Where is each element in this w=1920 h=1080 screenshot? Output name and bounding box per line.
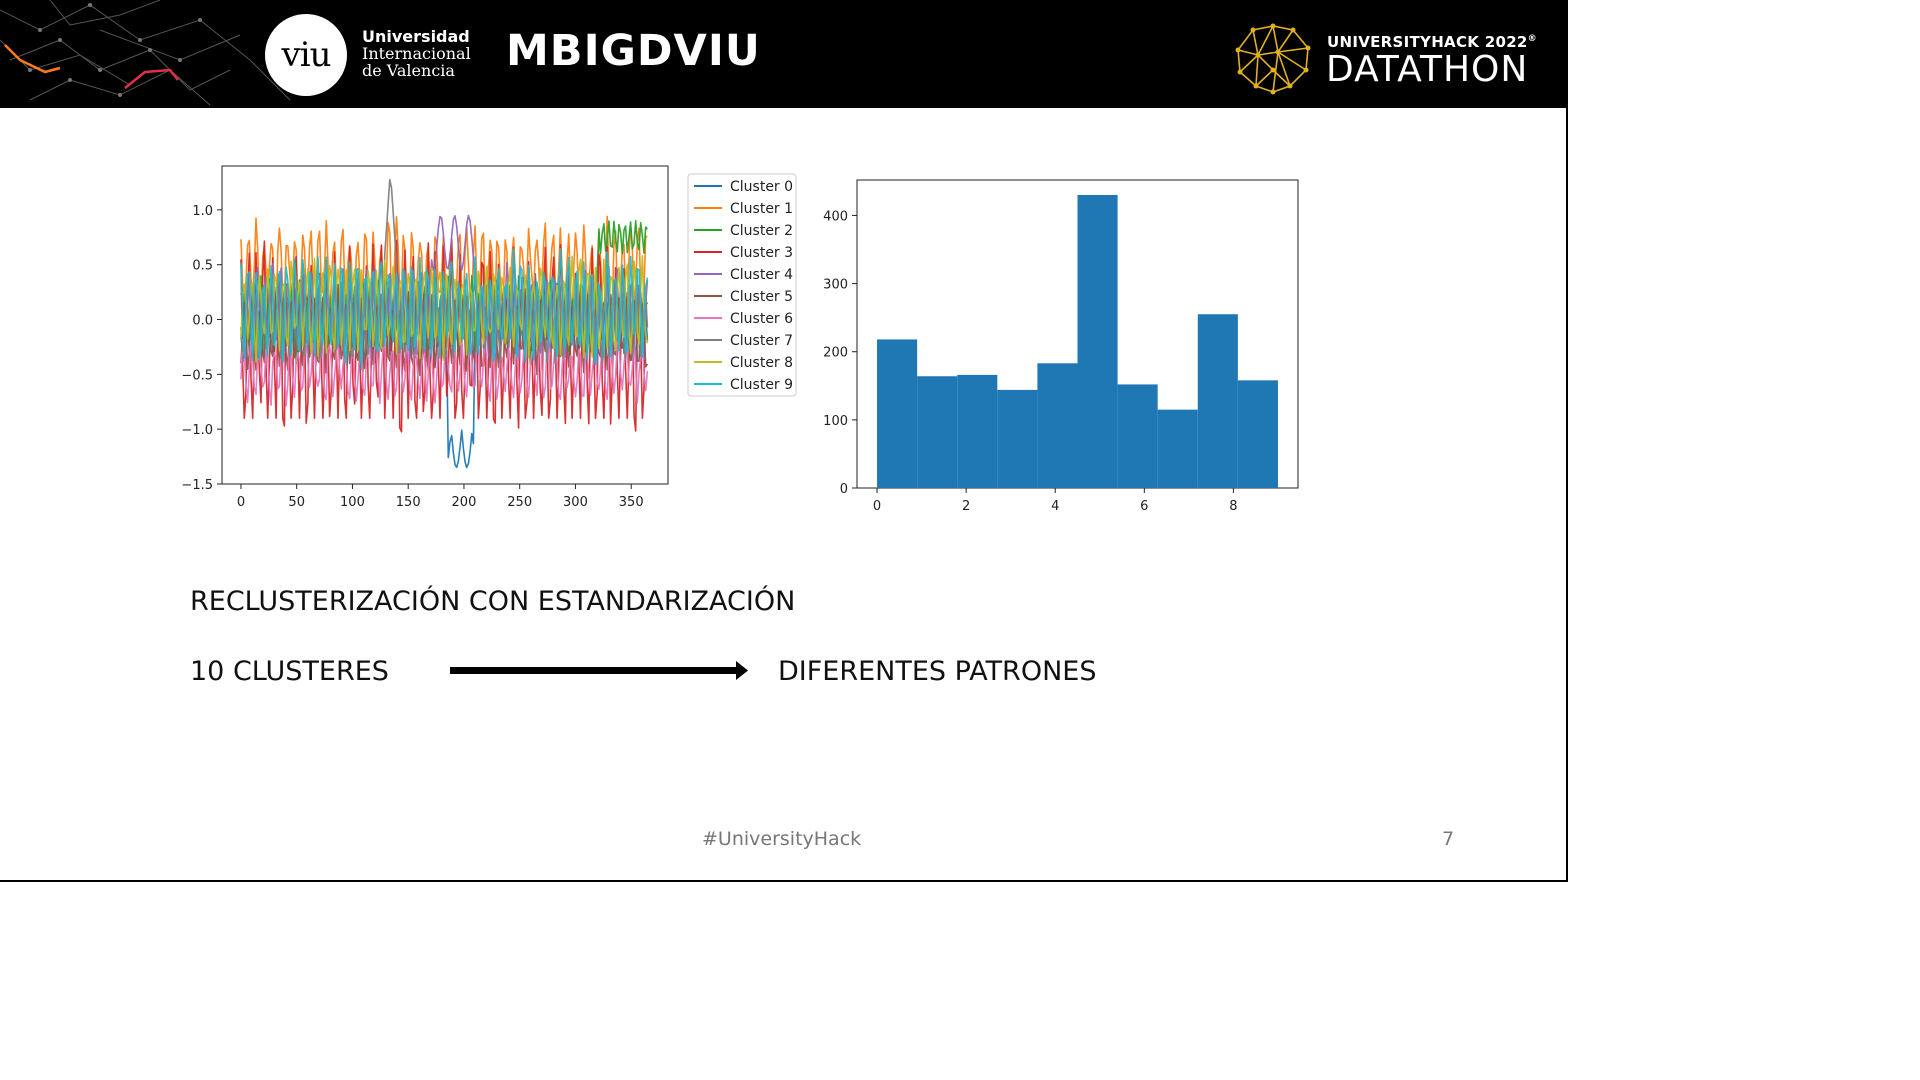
histogram-bar — [1117, 384, 1158, 488]
y-tick-label: 300 — [823, 278, 848, 293]
legend-label: Cluster 6 — [730, 311, 793, 327]
registered-mark: ® — [1527, 34, 1537, 44]
legend-label: Cluster 0 — [730, 179, 793, 195]
decorative-network-graphic — [0, 0, 291, 106]
legend-label: Cluster 3 — [730, 245, 793, 261]
y-tick-label: −1.5 — [181, 478, 213, 493]
histogram-bar — [1077, 194, 1118, 488]
y-tick-label: −0.5 — [181, 368, 213, 383]
x-tick-label: 2 — [962, 499, 970, 514]
university-logo: viu — [265, 14, 347, 96]
right-border — [1566, 0, 1568, 882]
legend-label: Cluster 9 — [730, 377, 793, 393]
legend-label: Cluster 4 — [730, 267, 793, 283]
y-tick-label: 0.5 — [192, 259, 213, 274]
header-banner: viu Universidad Internacional de Valenci… — [0, 0, 1568, 108]
university-name-line: de Valencia — [362, 61, 455, 80]
right-arrow-icon — [450, 661, 748, 680]
legend-label: Cluster 8 — [730, 355, 793, 371]
legend-label: Cluster 5 — [730, 289, 793, 305]
x-tick-label: 250 — [507, 495, 532, 510]
x-tick-label: 200 — [452, 495, 477, 510]
page-number: 7 — [1442, 828, 1455, 850]
histogram-bar — [1037, 363, 1078, 488]
x-tick-label: 50 — [288, 495, 305, 510]
x-tick-label: 6 — [1140, 499, 1148, 514]
x-tick-label: 0 — [237, 495, 245, 510]
histogram-bar — [917, 376, 958, 488]
brain-network-icon — [1235, 23, 1311, 95]
y-tick-label: 0.0 — [192, 314, 213, 329]
clusters-count-text: 10 CLUSTERES — [190, 656, 389, 687]
x-tick-label: 4 — [1051, 499, 1059, 514]
legend-label: Cluster 7 — [730, 333, 793, 349]
patterns-text: DIFERENTES PATRONES — [778, 656, 1097, 687]
y-tick-label: 0 — [840, 482, 848, 497]
y-tick-label: 1.0 — [192, 204, 213, 219]
team-name: MBIGDVIU — [506, 26, 761, 76]
y-tick-label: 100 — [823, 414, 848, 429]
histogram-bar — [997, 389, 1038, 488]
bottom-border — [0, 880, 1568, 882]
university-name: Universidad Internacional de Valencia — [362, 28, 471, 79]
series-line — [240, 333, 649, 407]
histogram-bar — [877, 339, 918, 488]
cluster-histogram: 0 100 200 300 400 0 2 4 6 8 — [823, 179, 1299, 514]
event-title: DATATHON — [1326, 49, 1529, 90]
event-subtitle-text: UNIVERSITYHACK 2022 — [1327, 33, 1528, 51]
cluster-line-chart: −1.5 −1.0 −0.5 0.0 0.5 1.0 0 50 100 150 200 250 300 3… — [181, 165, 797, 510]
legend-label: Cluster 2 — [730, 223, 793, 239]
footer-hashtag: #UniversityHack — [702, 828, 862, 850]
series-group — [240, 178, 649, 469]
histogram-bar — [1237, 380, 1278, 488]
x-tick-label: 300 — [563, 495, 588, 510]
legend-label: Cluster 1 — [730, 201, 793, 217]
y-tick-label: 400 — [823, 209, 848, 224]
x-tick-label: 350 — [619, 495, 644, 510]
y-tick-label: 200 — [823, 346, 848, 361]
y-tick-label: −1.0 — [181, 423, 213, 438]
event-subtitle: UNIVERSITYHACK 2022® — [1327, 33, 1537, 51]
histogram-bar — [957, 374, 998, 488]
university-name-line: Internacional — [362, 44, 471, 63]
slide-heading: RECLUSTERIZACIÓN CON ESTANDARIZACIÓN — [190, 586, 796, 617]
x-tick-label: 0 — [873, 499, 881, 514]
x-tick-label: 100 — [340, 495, 365, 510]
x-tick-label: 150 — [396, 495, 421, 510]
histogram-bar — [1157, 409, 1198, 488]
university-name-line: Universidad — [362, 27, 470, 46]
histogram-bar — [1197, 314, 1238, 488]
x-tick-label: 8 — [1229, 499, 1237, 514]
series-line — [240, 248, 649, 370]
